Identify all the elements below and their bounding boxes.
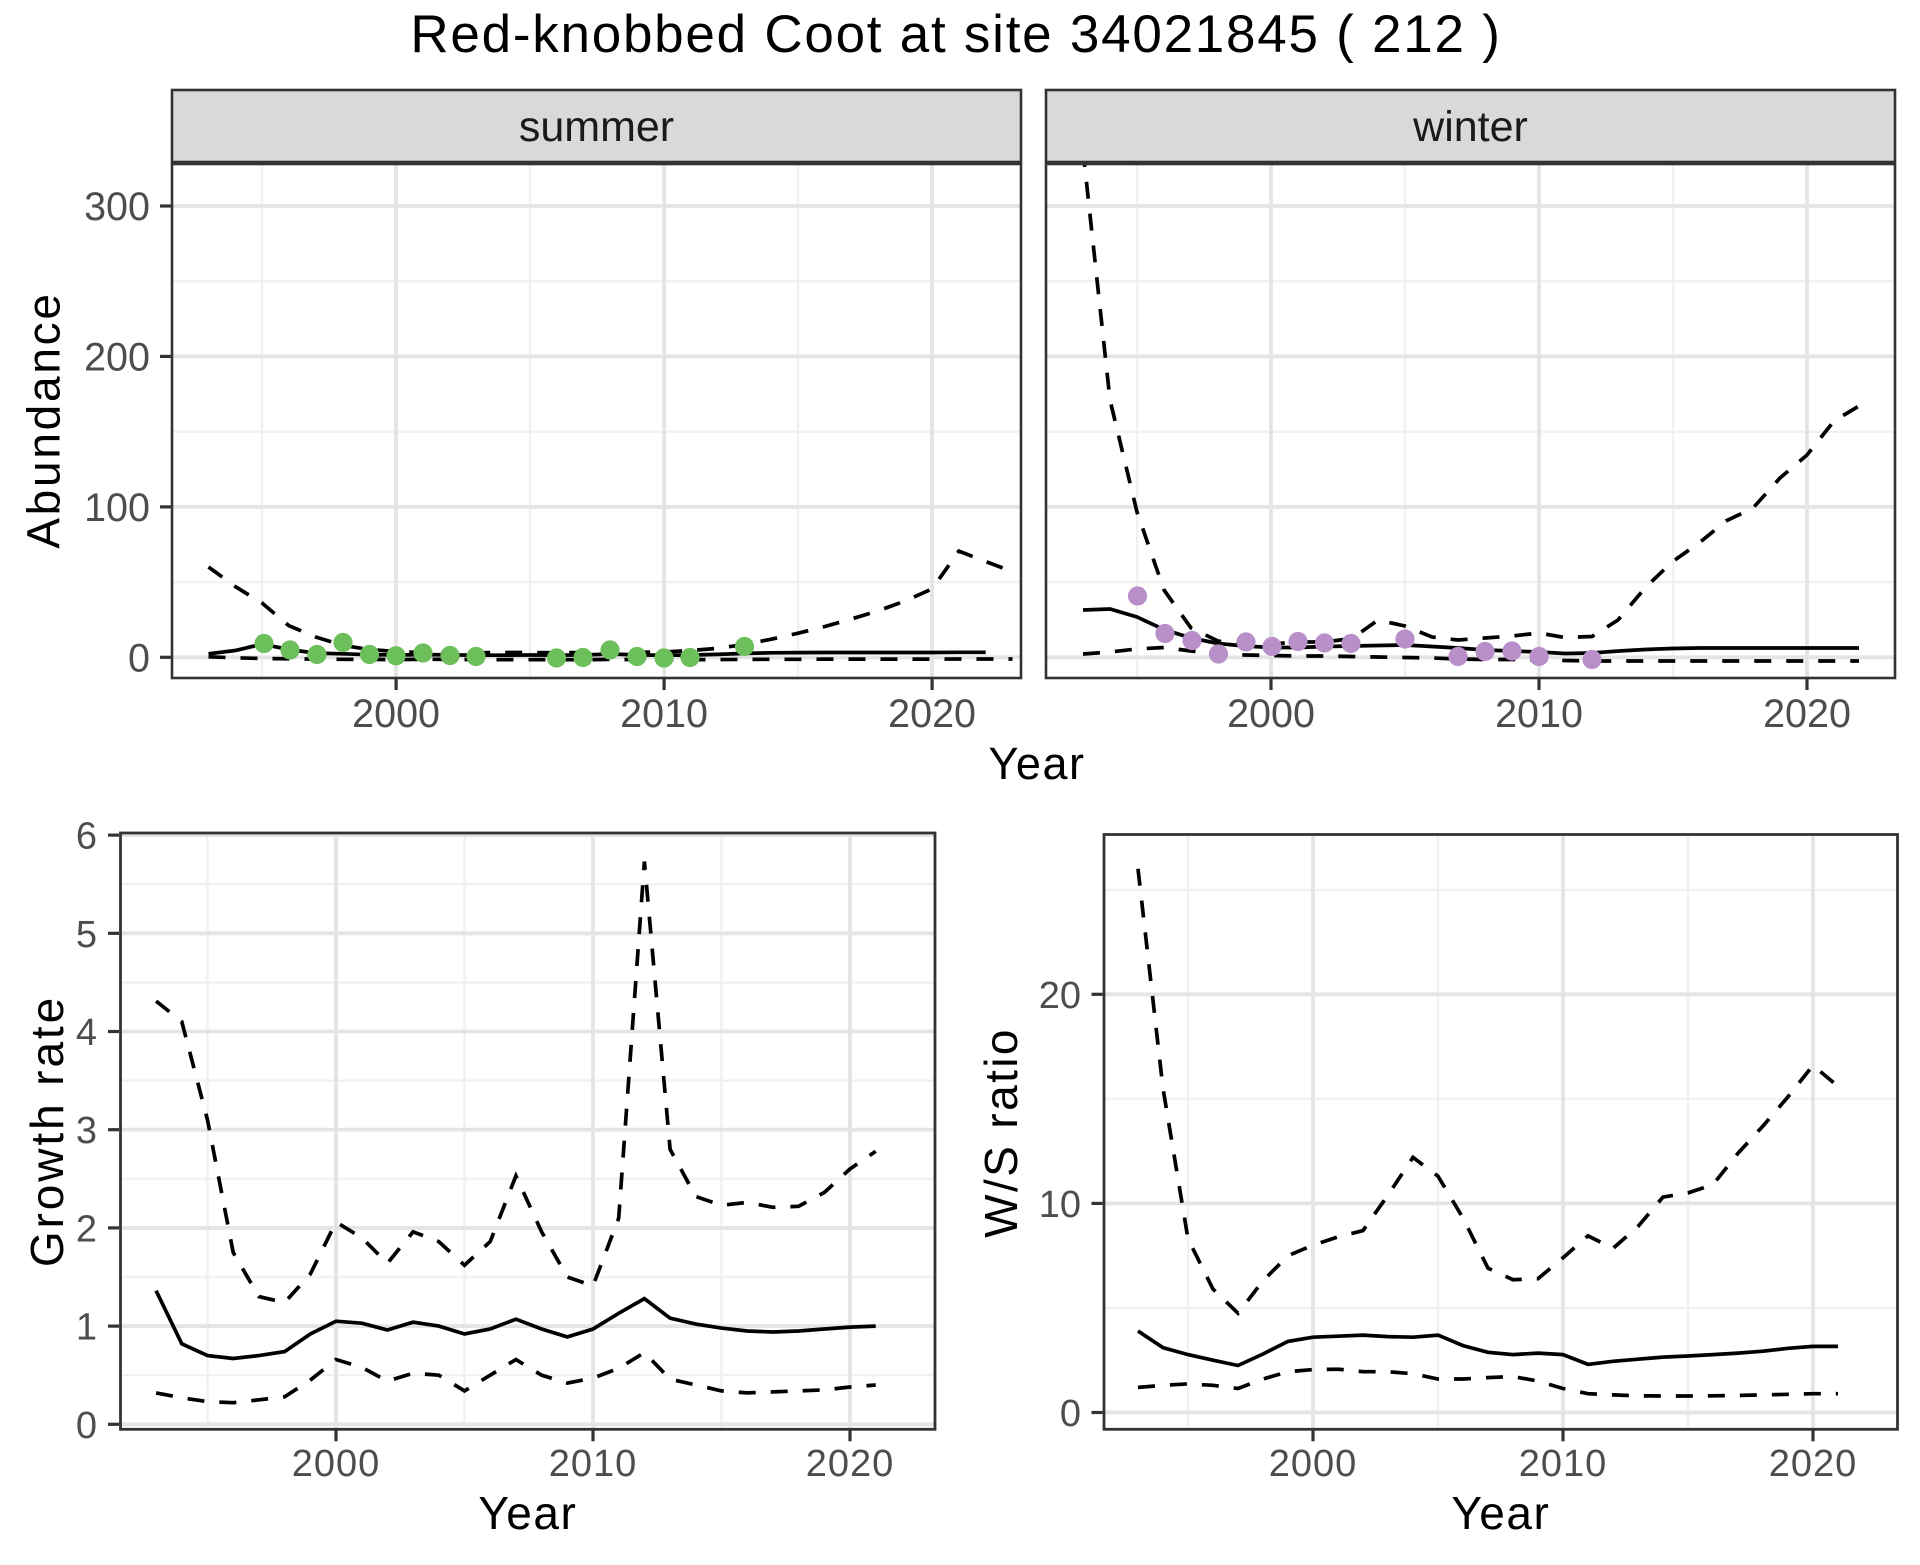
svg-text:winter: winter: [1412, 103, 1528, 151]
svg-text:W/S ratio: W/S ratio: [975, 1027, 1027, 1238]
svg-text:2020: 2020: [1763, 692, 1851, 736]
svg-text:2020: 2020: [806, 1443, 895, 1485]
svg-text:1: 1: [76, 1307, 97, 1349]
svg-text:2010: 2010: [1495, 692, 1583, 736]
svg-text:2010: 2010: [620, 692, 708, 736]
svg-text:2000: 2000: [292, 1443, 381, 1485]
svg-text:2020: 2020: [888, 692, 976, 736]
svg-text:0: 0: [76, 1405, 97, 1447]
svg-text:2000: 2000: [1269, 1443, 1358, 1485]
svg-text:6: 6: [76, 816, 97, 858]
svg-text:5: 5: [76, 914, 97, 956]
svg-text:2020: 2020: [1769, 1443, 1858, 1485]
svg-text:2000: 2000: [1227, 692, 1315, 736]
svg-text:200: 200: [84, 335, 150, 379]
svg-text:Year: Year: [1451, 1487, 1550, 1539]
svg-text:Abundance: Abundance: [18, 291, 70, 549]
svg-text:Red-knobbed Coot at site 34021: Red-knobbed Coot at site 34021845 ( 212 …: [410, 5, 1501, 64]
svg-text:0: 0: [128, 636, 150, 680]
svg-text:10: 10: [1039, 1184, 1081, 1226]
svg-text:300: 300: [84, 185, 150, 229]
svg-text:2000: 2000: [352, 692, 440, 736]
svg-text:Growth rate: Growth rate: [21, 995, 73, 1267]
svg-text:Year: Year: [478, 1487, 577, 1539]
svg-text:4: 4: [76, 1012, 97, 1054]
svg-text:2010: 2010: [1519, 1443, 1608, 1485]
svg-text:20: 20: [1039, 975, 1081, 1017]
svg-text:0: 0: [1060, 1393, 1081, 1435]
svg-text:2010: 2010: [549, 1443, 638, 1485]
svg-text:Year: Year: [989, 738, 1086, 789]
svg-text:summer: summer: [519, 103, 674, 151]
svg-text:2: 2: [76, 1208, 97, 1250]
svg-text:3: 3: [76, 1110, 97, 1152]
svg-text:100: 100: [84, 486, 150, 530]
